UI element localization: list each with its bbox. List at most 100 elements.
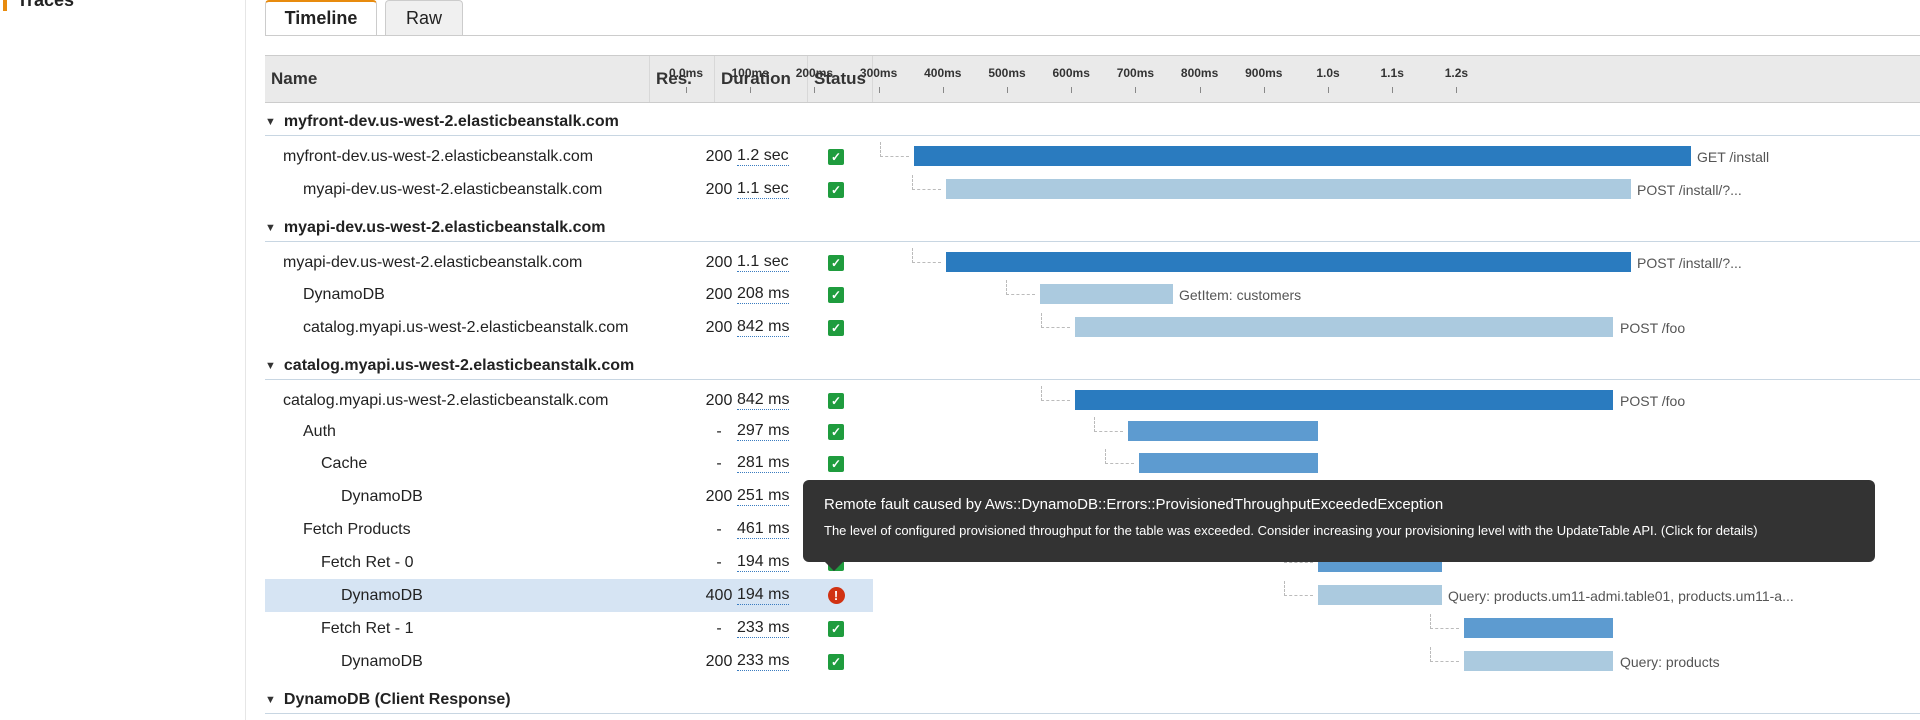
row-name: DynamoDB <box>341 586 423 604</box>
row-response-code: - <box>716 520 722 538</box>
timeline-bar[interactable] <box>1075 317 1613 337</box>
collapse-icon[interactable]: ▼ <box>265 693 276 706</box>
timeline-connector <box>1430 647 1459 662</box>
timeline-bar[interactable] <box>946 252 1631 272</box>
duration-link[interactable]: 281 ms <box>737 454 790 473</box>
check-icon: ✓ <box>828 392 844 409</box>
row-status[interactable]: ✓ <box>811 311 861 344</box>
row-duration: 1.2 sec <box>715 140 865 173</box>
group-title: myapi-dev.us-west-2.elasticbeanstalk.com <box>283 218 606 236</box>
duration-link[interactable]: 842 ms <box>737 391 790 410</box>
sidebar-item-traces[interactable]: Traces <box>3 0 74 12</box>
timeline-tick-label: 100ms <box>731 66 769 80</box>
tab-raw[interactable]: Raw <box>385 0 463 35</box>
column-header-res[interactable]: Res. <box>650 56 715 102</box>
duration-link[interactable]: 1.2 sec <box>737 147 789 166</box>
table-row[interactable]: catalog.myapi.us-west-2.elasticbeanstalk… <box>265 311 1920 344</box>
error-tooltip[interactable]: Remote fault caused by Aws::DynamoDB::Er… <box>803 480 1875 571</box>
row-name: Fetch Ret - 0 <box>321 553 414 571</box>
timeline-connector <box>1105 449 1134 464</box>
duration-link[interactable]: 842 ms <box>737 318 790 337</box>
table-row[interactable]: Fetch Ret - 1 -233 ms ✓ <box>265 612 1920 645</box>
row-response-code: 200 <box>705 487 733 505</box>
table-row[interactable]: myapi-dev.us-west-2.elasticbeanstalk.com… <box>265 246 1920 279</box>
timeline-connector <box>1094 417 1123 432</box>
row-status[interactable]: ✓ <box>811 384 861 417</box>
group-header[interactable]: ▼ catalog.myapi.us-west-2.elasticbeanstal… <box>265 352 1920 380</box>
row-status[interactable]: ✓ <box>811 612 861 645</box>
check-icon: ✓ <box>828 286 844 303</box>
table-row[interactable]: DynamoDB 200 233 ms ✓ <box>265 645 1920 678</box>
row-status[interactable]: ✓ <box>811 447 861 480</box>
timeline-bar-label: Query: products <box>1620 653 1720 670</box>
row-name: DynamoDB <box>341 652 423 670</box>
timeline-bar[interactable] <box>914 146 1691 166</box>
duration-link[interactable]: 194 ms <box>737 586 790 605</box>
row-name: DynamoDB <box>341 487 423 505</box>
row-status[interactable]: ✓ <box>811 278 861 311</box>
collapse-icon[interactable]: ▼ <box>265 221 276 234</box>
column-header-name[interactable]: Name <box>265 56 650 102</box>
timeline-tick-label: 400ms <box>924 66 962 80</box>
collapse-icon[interactable]: ▼ <box>265 115 276 128</box>
duration-link[interactable]: 233 ms <box>737 619 790 638</box>
duration-link[interactable]: 194 ms <box>737 553 790 572</box>
timeline-bar[interactable] <box>1128 421 1318 441</box>
row-status[interactable]: ✓ <box>811 415 861 448</box>
table-row[interactable]: DynamoDB 400 194 ms! <box>265 579 1920 612</box>
duration-link[interactable]: 251 ms <box>737 487 790 506</box>
sidebar-item-label: Traces <box>17 0 74 11</box>
row-duration: 461 ms <box>715 513 865 546</box>
column-header-duration[interactable]: Duration <box>715 56 808 102</box>
row-status[interactable]: ✓ <box>811 645 861 678</box>
row-response-code: - <box>716 454 722 472</box>
row-name: myfront-dev.us-west-2.elasticbeanstalk.c… <box>283 147 594 165</box>
table-row[interactable]: Cache -281 ms ✓ <box>265 447 1920 480</box>
duration-link[interactable]: 297 ms <box>737 422 790 441</box>
check-icon: ✓ <box>828 254 844 271</box>
tooltip-arrow <box>825 562 843 571</box>
timeline-connector <box>1041 313 1070 328</box>
timeline-bar[interactable] <box>1075 390 1613 410</box>
timeline-bar[interactable] <box>1318 585 1442 605</box>
row-status[interactable]: ✓ <box>811 246 861 279</box>
table-row[interactable]: myfront-dev.us-west-2.elasticbeanstalk.c… <box>265 140 1920 173</box>
duration-link[interactable]: 233 ms <box>737 652 790 671</box>
duration-link[interactable]: 461 ms <box>737 520 790 539</box>
timeline-tick-mark <box>686 87 687 93</box>
timeline-bar[interactable] <box>946 179 1631 199</box>
table-row[interactable]: Fetch Products-461 ms✓ <box>265 513 1920 546</box>
column-header-status[interactable]: Status <box>808 56 873 102</box>
row-name: Fetch Products <box>303 520 411 538</box>
row-duration: 233 ms <box>715 645 865 678</box>
timeline-bar[interactable] <box>1139 453 1318 473</box>
table-row[interactable]: catalog.myapi.us-west-2.elasticbeanstalk… <box>265 384 1920 417</box>
group-header[interactable]: ▼ myfront-dev.us-west-2.elasticbeanstalk.… <box>265 108 1920 136</box>
row-status[interactable]: ! <box>811 579 861 612</box>
row-response-code: 200 <box>705 180 733 198</box>
group-header[interactable]: ▼ myapi-dev.us-west-2.elasticbeanstalk.co… <box>265 214 1920 242</box>
timeline-bar[interactable] <box>1464 618 1613 638</box>
row-name: Auth <box>303 422 336 440</box>
timeline-bar-label: GET /install <box>1697 148 1770 165</box>
check-icon: ✓ <box>828 455 844 472</box>
row-status[interactable]: ✓ <box>811 140 861 173</box>
timeline-tick-label: 200ms <box>795 66 834 80</box>
table-row[interactable]: Auth -297 ms ✓ <box>265 415 1920 448</box>
row-duration: 281 ms <box>715 447 865 480</box>
timeline-tick-mark <box>750 87 752 93</box>
tab-timeline[interactable]: Timeline <box>265 0 377 35</box>
table-row[interactable]: DynamoDB 200 208 ms ✓ <box>265 278 1920 311</box>
timeline-bar[interactable] <box>1040 284 1173 304</box>
duration-link[interactable]: 1.1 sec <box>737 180 789 199</box>
collapse-icon[interactable]: ▼ <box>265 359 276 372</box>
group-header[interactable]: ▼ DynamoDB (Client Response) <box>265 686 1920 714</box>
duration-link[interactable]: 1.1 sec <box>737 253 789 272</box>
error-icon[interactable]: ! <box>827 587 845 604</box>
check-icon: ✓ <box>828 181 844 198</box>
timeline-bar[interactable] <box>1464 651 1613 671</box>
check-icon: ✓ <box>828 653 844 670</box>
row-status[interactable]: ✓ <box>811 173 861 206</box>
duration-link[interactable]: 208 ms <box>737 285 790 304</box>
table-row[interactable]: myapi-dev.us-west-2.elasticbeanstalk.com… <box>265 173 1920 206</box>
